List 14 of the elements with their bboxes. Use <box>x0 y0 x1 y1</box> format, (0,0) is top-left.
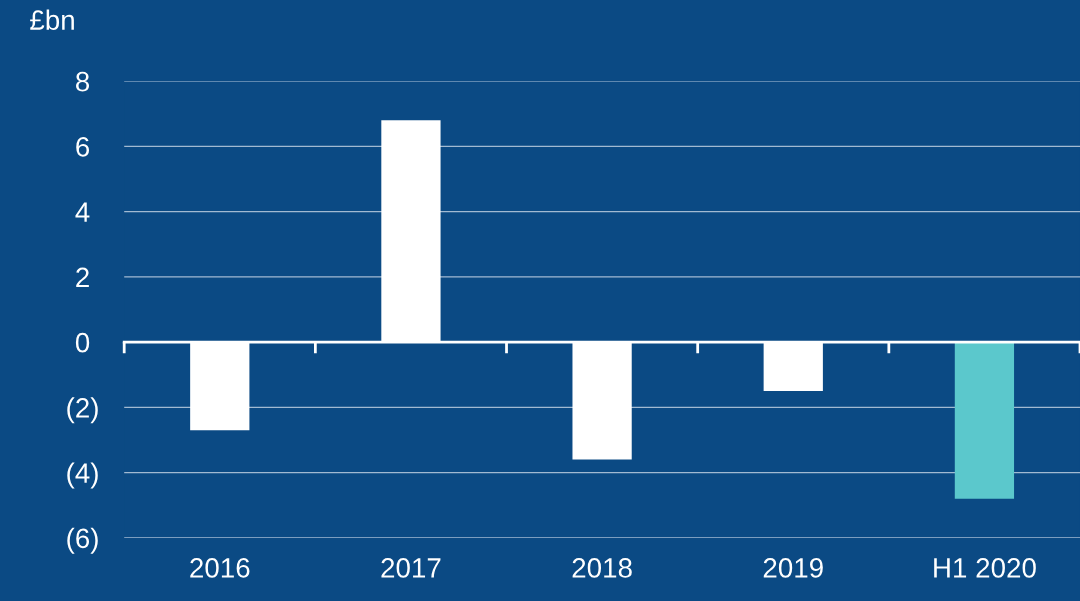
y-tick-label: (6) <box>67 527 98 554</box>
y-tick-label: 4 <box>75 202 90 222</box>
y-tick-label: (4) <box>67 462 98 489</box>
y-tick-label: 0 <box>75 332 90 353</box>
x-tick-label: 2019 <box>763 558 823 578</box>
y-tick-label: 6 <box>76 137 90 157</box>
x-tick-label: 2016 <box>190 558 250 578</box>
x-tick-label: 2017 <box>381 558 441 578</box>
y-tick-label: 2 <box>76 267 89 287</box>
x-tick-label: H1 2020 <box>934 558 1036 578</box>
y-tick-label: 8 <box>76 71 90 92</box>
x-tick-label: 2018 <box>572 558 632 578</box>
y-tick-label: (2) <box>67 397 98 424</box>
y-axis-title: £bn <box>30 9 74 30</box>
